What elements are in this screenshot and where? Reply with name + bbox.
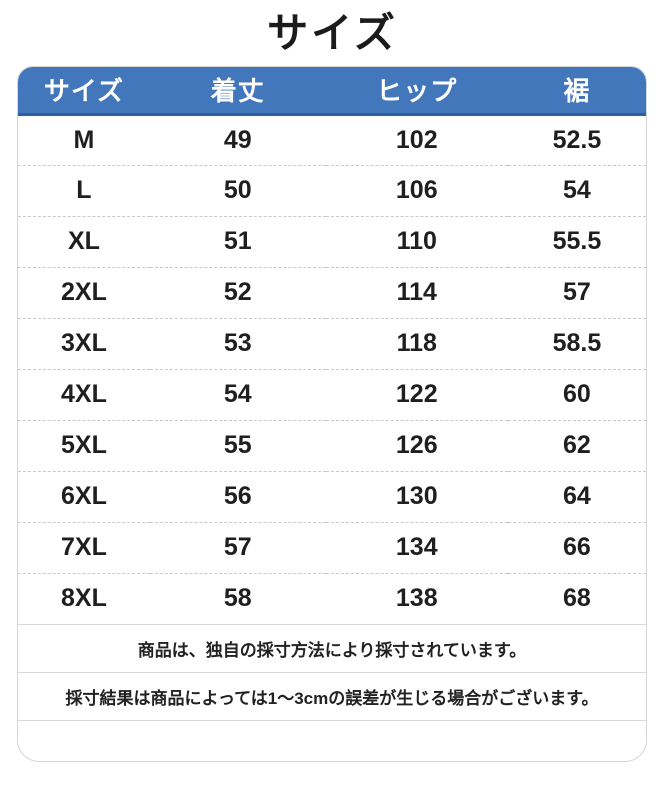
empty-footer-row — [18, 719, 646, 761]
hip-cell: 114 — [325, 266, 508, 318]
table-row: 2XL 52 114 57 — [18, 266, 646, 318]
length-cell: 51 — [149, 215, 326, 267]
table-row: 6XL 56 130 64 — [18, 470, 646, 522]
hem-cell: 54 — [507, 164, 646, 216]
table-row: 4XL 54 122 60 — [18, 368, 646, 420]
hem-cell: 55.5 — [507, 215, 646, 267]
size-cell: 7XL — [18, 521, 150, 573]
table-row: M 49 102 52.5 — [18, 114, 646, 165]
size-cell: 2XL — [18, 266, 150, 318]
length-cell: 56 — [149, 470, 326, 522]
hem-cell: 60 — [507, 368, 646, 420]
hip-cell: 110 — [325, 215, 508, 267]
table-row: XL 51 110 55.5 — [18, 215, 646, 267]
length-cell: 54 — [149, 368, 326, 420]
size-cell: 3XL — [18, 317, 150, 369]
table-header-row: サイズ 着丈 ヒップ 裾 — [18, 67, 646, 116]
size-cell: 5XL — [18, 419, 150, 471]
note-row: 採寸結果は商品によっては1〜3cmの誤差が生じる場合がございます。 — [18, 671, 646, 720]
hem-cell: 52.5 — [552, 125, 602, 154]
size-cell: 8XL — [18, 572, 150, 624]
note-tolerance: 採寸結果は商品によっては1〜3cmの誤差が生じる場合がございます。 — [18, 671, 646, 720]
note-row: 商品は、独自の採寸方法により採寸されています。 — [18, 623, 646, 672]
hem-cell: 58.5 — [507, 317, 646, 369]
size-chart-card: サイズ 着丈 ヒップ 裾 M 49 102 52.5 L 50 106 54 XL 51 110 55… — [17, 66, 647, 762]
length-cell: 57 — [149, 521, 326, 573]
hem-cell: 57 — [507, 266, 646, 318]
length-cell: 58 — [149, 572, 326, 624]
size-cell: 4XL — [18, 368, 150, 420]
col-header-size: サイズ — [18, 67, 150, 116]
table-row: L 50 106 54 — [18, 164, 646, 216]
length-cell: 52 — [149, 266, 326, 318]
hip-cell: 130 — [325, 470, 508, 522]
length-cell: 53 — [149, 317, 326, 369]
hem-cell: 64 — [507, 470, 646, 522]
table-row: 3XL 53 118 58.5 — [18, 317, 646, 369]
hip-cell: 138 — [325, 572, 508, 624]
hem-cell: 66 — [507, 521, 646, 573]
hip-cell: 122 — [325, 368, 508, 420]
length-cell: 50 — [149, 164, 326, 216]
size-cell: M — [73, 125, 95, 154]
hip-cell: 126 — [325, 419, 508, 471]
empty-footer-cell — [18, 719, 646, 761]
table-row: 7XL 57 134 66 — [18, 521, 646, 573]
hem-cell: 62 — [507, 419, 646, 471]
col-header-hem: 裾 — [507, 67, 646, 116]
length-cell: 49 — [223, 125, 252, 154]
note-measure-method: 商品は、独自の採寸方法により採寸されています。 — [18, 623, 646, 672]
hip-cell: 118 — [325, 317, 508, 369]
hip-cell: 134 — [325, 521, 508, 573]
hip-cell: 102 — [395, 125, 438, 154]
size-table: サイズ 着丈 ヒップ 裾 M 49 102 52.5 L 50 106 54 XL 51 110 55… — [18, 67, 646, 761]
page-title: サイズ — [267, 10, 398, 56]
size-cell: 6XL — [18, 470, 150, 522]
table-row: 8XL 58 138 68 — [18, 572, 646, 624]
size-cell: XL — [18, 215, 150, 267]
table-row: 5XL 55 126 62 — [18, 419, 646, 471]
size-cell: L — [18, 164, 150, 216]
length-cell: 55 — [149, 419, 326, 471]
hip-cell: 106 — [325, 164, 508, 216]
col-header-length: 着丈 — [149, 67, 326, 116]
hem-cell: 68 — [507, 572, 646, 624]
col-header-hip: ヒップ — [325, 67, 508, 116]
